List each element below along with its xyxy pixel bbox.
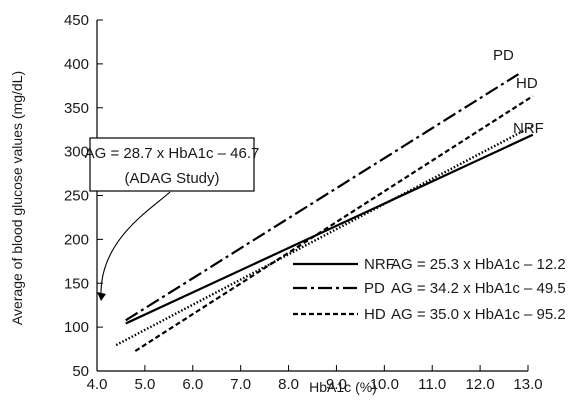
adag-annotation: AG = 28.7 x HbA1c – 46.7 (ADAG Study): [85, 137, 260, 301]
x-tick-label: 10.0: [370, 376, 399, 393]
series-line-nrf: [125, 133, 534, 325]
end-label-hd: HD: [516, 75, 538, 92]
annotation-arrow: [100, 191, 171, 296]
annotation-line-1: AG = 28.7 x HbA1c – 46.7: [85, 145, 260, 162]
x-tick-label: 8.0: [278, 376, 299, 393]
series-lines: [115, 73, 534, 352]
y-tick-label: 450: [64, 12, 89, 29]
ticks: 4.0 5.0 6.0 7.0 8.0 9.0 10.0 11.0 12.0 13.0 50 100 1…: [64, 12, 543, 393]
y-tick-label: 350: [64, 100, 89, 117]
annotation-line-2: (ADAG Study): [124, 170, 219, 187]
y-tick-label: 400: [64, 56, 89, 73]
y-tick-label: 100: [64, 319, 89, 336]
x-tick-label: 5.0: [134, 376, 155, 393]
annotation-arrowhead: [97, 292, 106, 301]
x-tick-label: 6.0: [182, 376, 203, 393]
annotation-box: [89, 137, 255, 192]
legend-name-pd: PD: [364, 280, 385, 297]
x-tick-label: 13.0: [513, 376, 542, 393]
x-tick-label: 7.0: [230, 376, 251, 393]
series-line-pd: [125, 73, 520, 322]
y-tick-label: 150: [64, 275, 89, 292]
end-label-nrf: NRF: [513, 120, 544, 137]
y-tick-label: 50: [72, 363, 89, 380]
x-tick-label: 9.0: [326, 376, 347, 393]
x-axis-label: HbA1c (%): [309, 379, 377, 395]
legend-equation-pd: AG = 34.2 x HbA1c – 49.5: [391, 280, 566, 297]
series-line-adag: [115, 124, 534, 347]
legend-equation-hd: AG = 35.0 x HbA1c – 95.2: [391, 306, 566, 323]
y-axis-label: Average of blood glucose values (mg/dL): [9, 71, 25, 325]
legend-name-nrf: NRF: [364, 256, 395, 273]
series-line-hd: [134, 95, 534, 352]
y-tick-label: 300: [64, 144, 89, 161]
x-tick-label: 12.0: [466, 376, 495, 393]
legend-equation-nrf: AG = 25.3 x HbA1c – 12.2: [391, 256, 566, 273]
x-tick-label: 4.0: [87, 376, 108, 393]
y-tick-label: 250: [64, 188, 89, 205]
legend-name-hd: HD: [364, 306, 386, 323]
end-label-pd: PD: [493, 47, 514, 64]
x-tick-label: 11.0: [418, 376, 446, 393]
y-tick-label: 200: [64, 231, 89, 248]
